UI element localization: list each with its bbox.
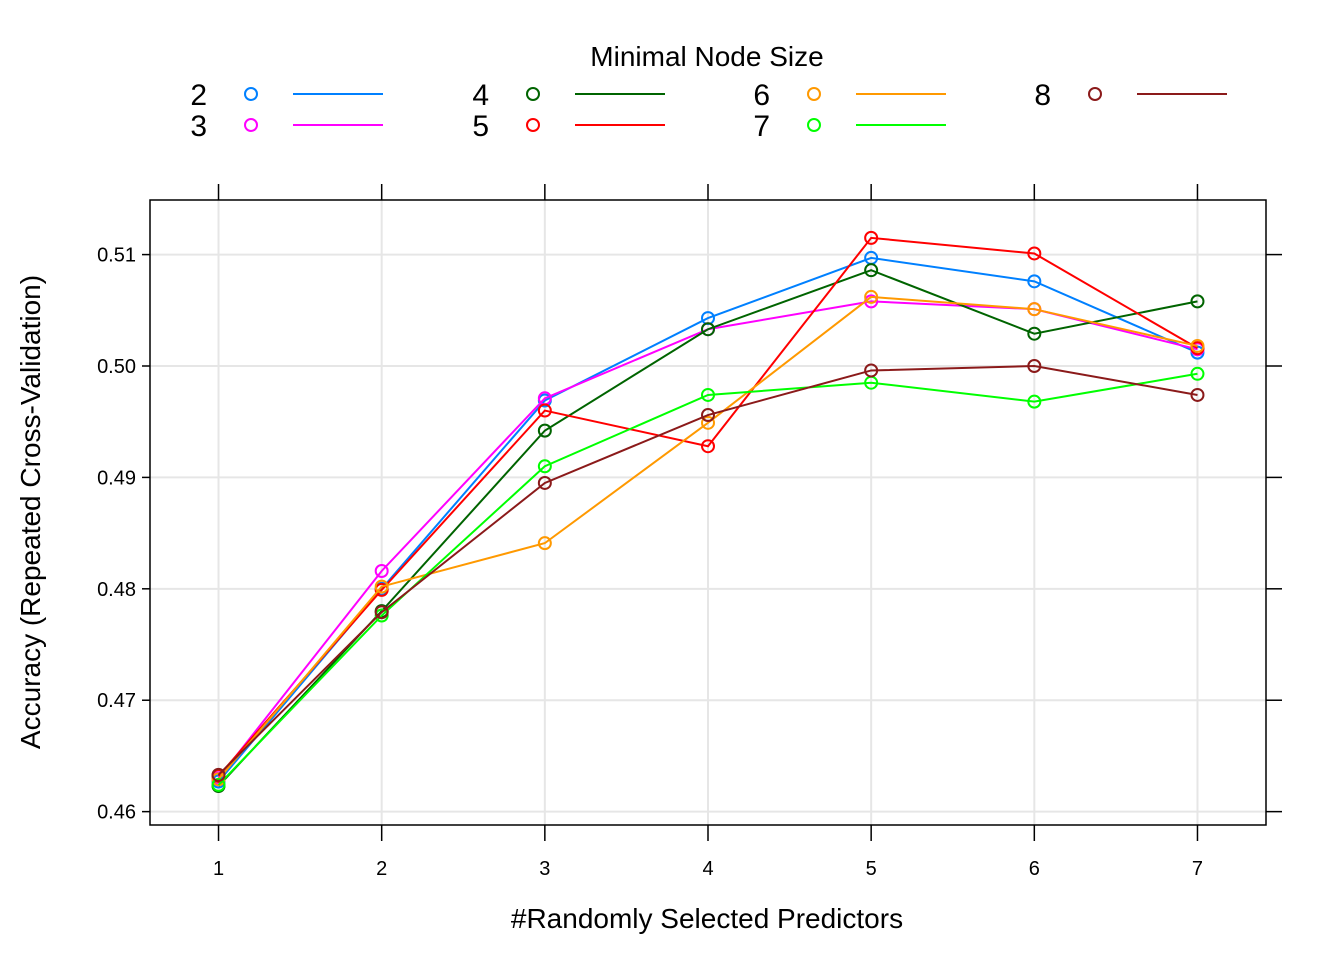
series-8 <box>211 358 1205 782</box>
legend-point-symbol <box>244 87 258 101</box>
series-layer <box>211 230 1205 794</box>
data-point <box>701 322 715 337</box>
data-point <box>537 459 552 474</box>
legend-item-8: 8 <box>1034 79 1227 112</box>
x-tick-label: 4 <box>702 858 713 880</box>
legend-item-3: 3 <box>190 110 383 143</box>
x-tick-label: 1 <box>213 858 224 880</box>
legend-label: 6 <box>753 79 770 112</box>
data-point <box>701 408 715 423</box>
data-point <box>864 230 879 245</box>
data-point <box>374 563 389 578</box>
data-point <box>1027 274 1042 289</box>
data-point <box>1190 366 1205 381</box>
legend-item-5: 5 <box>472 110 665 143</box>
x-tick-label: 6 <box>1029 858 1040 880</box>
gridlines <box>150 200 1266 825</box>
legend-label: 4 <box>472 79 489 112</box>
data-point <box>1190 338 1205 353</box>
legend-label: 8 <box>1034 79 1051 112</box>
data-point <box>1027 326 1042 341</box>
data-point <box>864 289 879 304</box>
tick-labels: 1 2 3 4 5 6 7 0.46 0.47 0.48 0.49 0.50 0.51 <box>97 245 1203 880</box>
data-point <box>537 475 552 490</box>
data-point <box>1027 358 1042 373</box>
legend-label: 7 <box>753 110 770 143</box>
x-tick-label: 7 <box>1192 858 1203 880</box>
y-tick-label: 0.51 <box>97 245 136 267</box>
legend-items: 23 45 67 8 <box>190 79 1227 143</box>
data-point <box>1027 302 1042 317</box>
legend-point-symbol <box>244 118 258 132</box>
data-point <box>1027 394 1042 409</box>
legend-item-2: 2 <box>190 79 383 112</box>
series-line <box>217 372 1198 786</box>
data-point <box>864 263 879 278</box>
legend-item-6: 6 <box>753 79 946 112</box>
legend-item-4: 4 <box>472 79 665 112</box>
y-tick-label: 0.49 <box>97 467 136 489</box>
data-point <box>211 767 226 782</box>
data-point <box>701 415 715 430</box>
y-tick-label: 0.48 <box>97 579 136 601</box>
data-point <box>537 423 552 438</box>
data-point <box>537 403 552 418</box>
data-point <box>1190 294 1205 309</box>
data-point <box>864 363 879 378</box>
x-tick-label: 2 <box>376 858 387 880</box>
data-point <box>537 536 552 551</box>
legend-point-symbol <box>526 87 540 101</box>
legend-label: 2 <box>190 79 207 112</box>
data-point <box>1027 246 1042 261</box>
series-line <box>217 364 1198 776</box>
data-point <box>374 579 389 594</box>
data-point <box>211 777 226 792</box>
y-tick-label: 0.47 <box>97 690 136 712</box>
legend-item-7: 7 <box>753 110 946 143</box>
data-point <box>701 439 715 454</box>
axis-ticks <box>142 184 1282 841</box>
legend-point-symbol <box>1088 87 1102 101</box>
legend-point-symbol <box>807 118 821 132</box>
legend-point-symbol <box>807 87 821 101</box>
x-tick-label: 3 <box>539 858 550 880</box>
y-axis-title: Accuracy (Repeated Cross-Validation) <box>15 275 46 749</box>
series-line <box>217 236 1198 777</box>
data-point <box>701 387 715 402</box>
x-axis-title: #Randomly Selected Predictors <box>511 903 903 934</box>
legend-title: Minimal Node Size <box>590 41 823 72</box>
legend-point-symbol <box>526 118 540 132</box>
y-tick-label: 0.46 <box>97 802 136 824</box>
legend-label: 5 <box>472 110 489 143</box>
data-point <box>374 605 389 620</box>
series-6 <box>211 289 1205 787</box>
data-point <box>1190 387 1205 402</box>
legend-label: 3 <box>190 110 207 143</box>
x-tick-label: 5 <box>866 858 877 880</box>
y-tick-label: 0.50 <box>97 356 136 378</box>
series-line <box>217 295 1198 780</box>
legend: Minimal Node Size 23 45 67 8 <box>190 41 1227 143</box>
